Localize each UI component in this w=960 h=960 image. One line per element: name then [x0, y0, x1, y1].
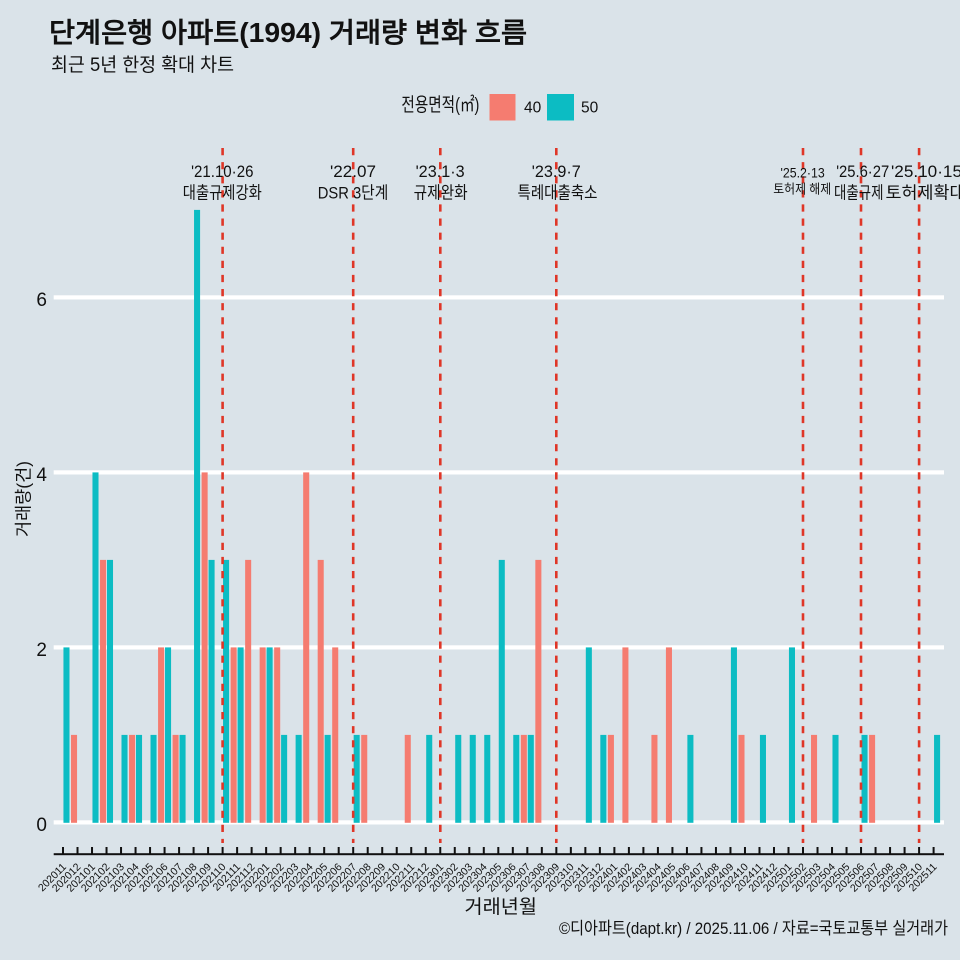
svg-text:'25.6·27: '25.6·27 [836, 163, 889, 181]
svg-text:©디아파트(dapt.kr) / 2025.11.06 /: ©디아파트(dapt.kr) / 2025.11.06 / 자료=국토교통부 실… [559, 919, 948, 938]
svg-text:2: 2 [36, 640, 47, 661]
svg-text:거래년월: 거래년월 [465, 896, 538, 918]
svg-text:DSR 3단계: DSR 3단계 [318, 184, 389, 203]
svg-text:6: 6 [36, 290, 47, 311]
svg-text:'23.1·3: '23.1·3 [416, 162, 465, 181]
svg-text:전용면적(㎡): 전용면적(㎡) [401, 93, 479, 116]
svg-text:'25.2·13: '25.2·13 [781, 166, 825, 181]
svg-text:'22.07: '22.07 [330, 162, 376, 181]
svg-text:'21.10·26: '21.10·26 [191, 162, 253, 181]
svg-text:40: 40 [524, 100, 542, 117]
svg-text:0: 0 [36, 815, 47, 836]
svg-text:단계은행 아파트(1994) 거래량 변화 흐름: 단계은행 아파트(1994) 거래량 변화 흐름 [49, 17, 527, 48]
svg-text:50: 50 [581, 100, 599, 117]
svg-text:규제완화: 규제완화 [414, 184, 468, 203]
svg-text:토허제 해제: 토허제 해제 [773, 182, 831, 197]
svg-text:4: 4 [36, 465, 47, 486]
svg-text:토허제확대: 토허제확대 [886, 184, 960, 203]
svg-text:대출규제: 대출규제 [834, 184, 884, 203]
svg-text:거래량(건): 거래량(건) [14, 461, 34, 537]
svg-text:최근 5년 한정 확대 차트: 최근 5년 한정 확대 차트 [51, 54, 234, 76]
svg-text:'23.9·7: '23.9·7 [532, 162, 581, 181]
svg-text:대출규제강화: 대출규제강화 [183, 184, 262, 203]
svg-text:특례대출축소: 특례대출축소 [518, 184, 598, 203]
svg-text:'25.10·15: '25.10·15 [891, 163, 960, 181]
